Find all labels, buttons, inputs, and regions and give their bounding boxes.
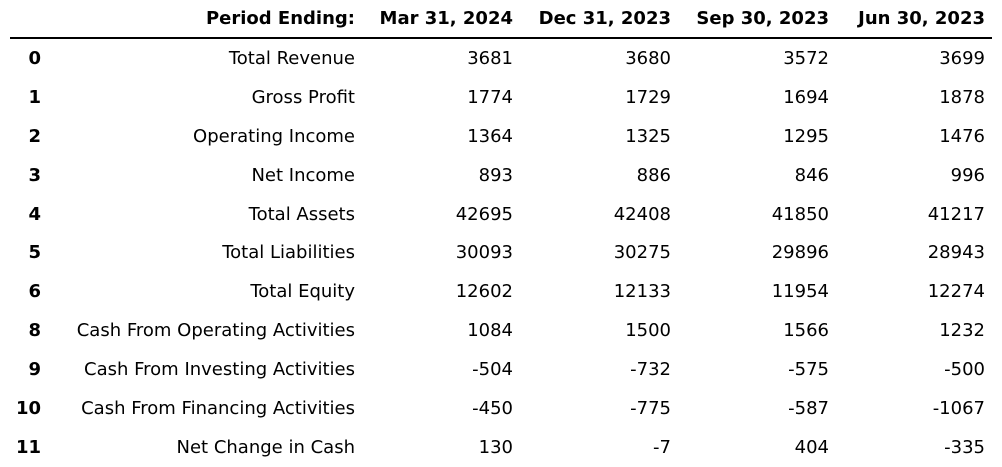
cell-value: -335 [944, 436, 985, 458]
row-index: 5 [28, 242, 41, 264]
row-index: 10 [15, 397, 41, 419]
table-row: 2 Operating Income 1364 1325 1295 1476 [10, 117, 992, 156]
column-header: Mar 31, 2024 [362, 0, 520, 39]
cell-value: -504 [472, 359, 513, 381]
cell-value: 886 [636, 164, 671, 186]
cell-value: 12133 [613, 281, 671, 303]
cell-value: 1729 [625, 86, 671, 108]
cell-value: 1084 [467, 320, 513, 342]
table-row: 4 Total Assets 42695 42408 41850 41217 [10, 195, 992, 234]
cell-value: 1878 [939, 86, 985, 108]
cell-value: -587 [788, 397, 829, 419]
cell-value: 30275 [613, 242, 671, 264]
column-header: Sep 30, 2023 [678, 0, 836, 39]
row-label: Cash From Investing Activities [84, 359, 355, 381]
column-header: Dec 31, 2023 [520, 0, 678, 39]
cell-value: 846 [794, 164, 829, 186]
cell-value: -575 [788, 359, 829, 381]
table-row: 6 Total Equity 12602 12133 11954 12274 [10, 272, 992, 311]
cell-value: 11954 [771, 281, 829, 303]
row-index: 6 [28, 281, 41, 303]
cell-value: -7 [653, 436, 671, 458]
cell-value: 1325 [625, 125, 671, 147]
table-row: 10 Cash From Financing Activities -450 -… [10, 389, 992, 428]
cell-value: 996 [950, 164, 985, 186]
row-label: Net Income [251, 164, 355, 186]
cell-value: -450 [472, 397, 513, 419]
cell-value: -1067 [932, 397, 985, 419]
column-header: Jun 30, 2023 [836, 0, 992, 39]
cell-value: 3699 [939, 47, 985, 69]
cell-value: 3681 [467, 47, 513, 69]
table-row: 11 Net Change in Cash 130 -7 404 -335 [10, 428, 992, 467]
table-row: 3 Net Income 893 886 846 996 [10, 156, 992, 195]
table-row: 8 Cash From Operating Activities 1084 15… [10, 311, 992, 350]
index-header [10, 0, 48, 39]
table-row: 1 Gross Profit 1774 1729 1694 1878 [10, 78, 992, 117]
cell-value: 1500 [625, 320, 671, 342]
table-row: 0 Total Revenue 3681 3680 3572 3699 [10, 38, 992, 78]
header-row: Period Ending: Mar 31, 2024 Dec 31, 2023… [10, 0, 992, 39]
cell-value: 893 [478, 164, 513, 186]
cell-value: 30093 [455, 242, 513, 264]
cell-value: 130 [478, 436, 513, 458]
cell-value: 404 [794, 436, 829, 458]
cell-value: 1566 [783, 320, 829, 342]
table-row: 9 Cash From Investing Activities -504 -7… [10, 350, 992, 389]
row-index: 1 [28, 86, 41, 108]
row-index: 2 [28, 125, 41, 147]
cell-value: 12274 [927, 281, 985, 303]
row-index: 3 [28, 164, 41, 186]
row-label: Gross Profit [251, 86, 355, 108]
cell-value: 1295 [783, 125, 829, 147]
cell-value: 42408 [613, 203, 671, 225]
row-index: 0 [28, 47, 41, 69]
row-label: Operating Income [193, 125, 355, 147]
cell-value: 28943 [927, 242, 985, 264]
cell-value: 1364 [467, 125, 513, 147]
row-label: Total Assets [248, 203, 355, 225]
row-index: 8 [28, 320, 41, 342]
table-header: Period Ending: Mar 31, 2024 Dec 31, 2023… [10, 0, 992, 39]
table-body: 0 Total Revenue 3681 3680 3572 3699 1 Gr… [10, 38, 992, 467]
cell-value: -732 [630, 359, 671, 381]
cell-value: 41217 [927, 203, 985, 225]
cell-value: -775 [630, 397, 671, 419]
cell-value: 41850 [771, 203, 829, 225]
cell-value: 1694 [783, 86, 829, 108]
row-label: Total Equity [250, 281, 355, 303]
table-row: 5 Total Liabilities 30093 30275 29896 28… [10, 233, 992, 272]
row-index: 4 [28, 203, 41, 225]
row-label: Cash From Operating Activities [76, 320, 355, 342]
period-ending-label: Period Ending: [48, 0, 362, 39]
cell-value: 3572 [783, 47, 829, 69]
row-index: 9 [28, 359, 41, 381]
row-index: 11 [15, 436, 41, 458]
cell-value: 42695 [455, 203, 513, 225]
cell-value: 1774 [467, 86, 513, 108]
row-label: Net Change in Cash [176, 436, 355, 458]
cell-value: 3680 [625, 47, 671, 69]
cell-value: 12602 [455, 281, 513, 303]
cell-value: -500 [944, 359, 985, 381]
financial-table: Period Ending: Mar 31, 2024 Dec 31, 2023… [10, 0, 992, 467]
cell-value: 1232 [939, 320, 985, 342]
cell-value: 1476 [939, 125, 985, 147]
row-label: Cash From Financing Activities [81, 397, 355, 419]
cell-value: 29896 [771, 242, 829, 264]
row-label: Total Liabilities [222, 242, 355, 264]
row-label: Total Revenue [228, 47, 355, 69]
